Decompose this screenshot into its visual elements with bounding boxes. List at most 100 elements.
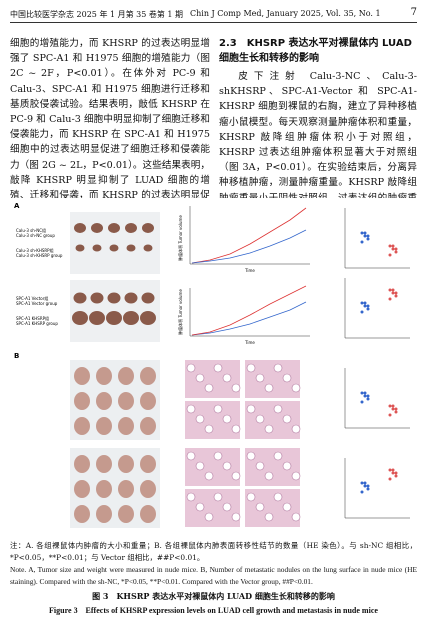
group-label: Calu-3 sh-NC组 [16,227,46,233]
decor [126,244,136,252]
figure: A B Calu-3 sh-NC组 Calu-3 sh-NC group Cal… [10,198,417,536]
journal-en: Chin J Comp Med, January 2025, Vol. 35, … [190,9,381,18]
decor [231,512,241,522]
dot-plots [344,208,410,519]
decor [195,461,205,471]
decor [231,383,241,393]
y-axis-label: 肿瘤体积 Tumor volume [177,215,183,261]
decor [360,240,364,244]
decor [107,292,121,304]
decor [291,471,301,481]
decor [140,367,156,385]
decor [142,223,154,233]
decor [74,455,90,473]
decor [255,502,265,512]
decor [273,451,283,461]
group-label: SPC-A1 Vector组 [16,295,48,301]
decor [388,413,392,417]
decor [195,373,205,383]
decor [388,288,392,292]
decor [282,502,292,512]
decor [291,383,301,393]
decor [273,492,283,502]
decor [363,481,367,485]
decor [391,291,395,295]
decor [92,244,102,252]
decor [125,223,137,233]
section-heading: 2.3 KHSRP 表达水平对裸鼠体内 LUAD 细胞生长和转移的影响 [219,38,412,64]
decor [264,512,274,522]
decor [186,492,196,502]
decor [118,367,134,385]
decor [388,253,392,257]
decor [124,292,138,304]
decor [391,471,395,475]
decor [363,391,367,395]
group-label: SPC-A1 KHSRP group [16,321,58,326]
decor [222,414,232,424]
decor [291,424,301,434]
decor [366,234,370,238]
decor [123,311,139,325]
decor [388,468,392,472]
decor [186,404,196,414]
decor [90,292,104,304]
decor [96,455,112,473]
decor [106,311,122,325]
decor [141,292,155,304]
decor [255,414,265,424]
decor [394,407,398,411]
decor [74,392,90,410]
decor [89,311,105,325]
decor [246,363,256,373]
decor [394,291,398,295]
decor [140,505,156,523]
decor [366,304,370,308]
decor [366,307,370,311]
decor [74,367,90,385]
decor [222,373,232,383]
decor [213,492,223,502]
decor [360,310,364,314]
caption-note-en: Note. A, Tumor size and weight were meas… [10,565,417,586]
decor [213,363,223,373]
decor [360,481,364,485]
decor [391,244,395,248]
decor [264,424,274,434]
figure-title-en: Figure 3 Effects of KHSRP expression lev… [49,606,378,615]
decor [282,373,292,383]
decor [360,490,364,494]
decor [75,244,85,252]
group-label: SPC-A1 Vector group [16,301,58,306]
decor [74,223,86,233]
decor [363,304,367,308]
decor [246,404,256,414]
decor [366,237,370,241]
decor [140,417,156,435]
decor [96,392,112,410]
decor [195,414,205,424]
group-label: Calu-3 sh-KHSRP group [16,253,63,258]
x-axis-label: Time [244,340,255,345]
decor [391,247,395,251]
decor [394,471,398,475]
decor [394,247,398,251]
decor [118,455,134,473]
decor [118,505,134,523]
decor [388,477,392,481]
tumor-images [72,223,156,325]
tumor-photo [70,212,160,274]
x-axis-label: Time [244,268,255,273]
group-label: Calu-3 sh-NC group [16,233,55,238]
decor [140,311,156,325]
decor [96,480,112,498]
decor [291,512,301,522]
decor [72,311,88,325]
group-label: Calu-3 sh-KHSRP组 [16,247,54,253]
group-label: SPC-A1 KHSRP组 [16,315,49,321]
decor [366,487,370,491]
tumor-photo [70,280,160,342]
decor [186,363,196,373]
decor [140,480,156,498]
decor [360,391,364,395]
